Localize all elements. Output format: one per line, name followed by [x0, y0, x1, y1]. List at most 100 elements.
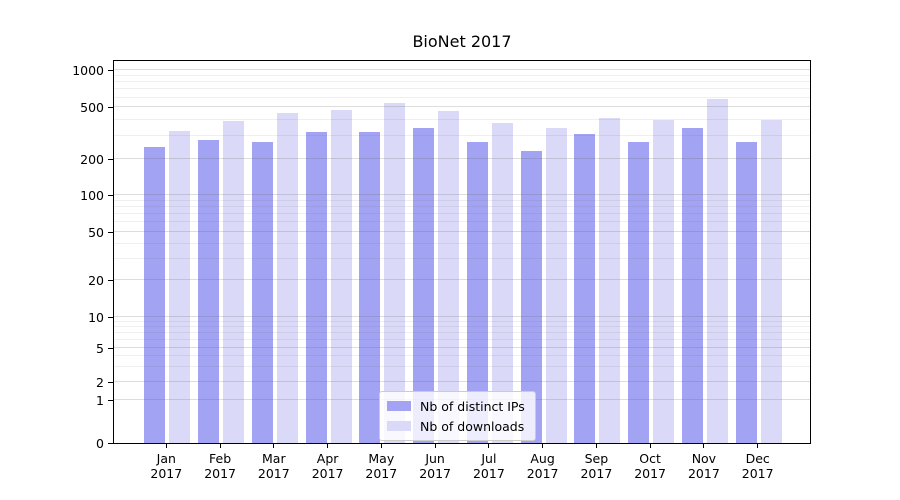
x-tick-month: Jan	[156, 451, 176, 466]
x-tick-month: Feb	[209, 451, 232, 466]
x-tick-label-oct: Oct 2017	[610, 451, 690, 481]
gridline-minor-7	[114, 331, 810, 333]
chart-title: BioNet 2017	[412, 32, 512, 51]
gridline-major-5	[114, 346, 810, 348]
bar-nb-of-distinct-ips-feb	[198, 139, 220, 443]
gridline-major-100	[114, 194, 810, 196]
legend-item-distinct-ips: Nb of distinct IPs	[387, 398, 525, 414]
gridline-major-200	[114, 157, 810, 159]
y-tick-50	[108, 232, 113, 233]
bar-nb-of-distinct-ips-nov	[681, 128, 703, 443]
y-tick-label-10: 10	[88, 310, 104, 325]
y-tick-label-200: 200	[80, 151, 104, 167]
x-tick-month: Oct	[639, 451, 661, 466]
bar-nb-of-downloads-apr	[330, 110, 352, 443]
x-tick-label-mar: Mar 2017	[234, 451, 314, 481]
x-tick-year: 2017	[580, 466, 613, 481]
x-tick-label-dec: Dec 2017	[718, 451, 798, 481]
legend-swatch-distinct-ips	[387, 401, 411, 411]
x-tick-year: 2017	[204, 466, 236, 481]
x-tick-year: 2017	[311, 466, 344, 481]
bar-nb-of-distinct-ips-jul	[466, 141, 488, 443]
x-tick-month: Nov	[691, 451, 717, 466]
bar-nb-of-downloads-dec	[760, 119, 782, 443]
y-tick-label-0: 0	[96, 436, 104, 451]
x-tick-year: 2017	[365, 466, 398, 481]
x-tick-year: 2017	[687, 466, 720, 481]
gridline-minor-3	[114, 365, 810, 367]
gridline-minor-6	[114, 338, 810, 340]
legend-item-downloads: Nb of downloads	[387, 418, 525, 434]
bar-nb-of-downloads-jun	[438, 110, 460, 443]
y-tick-label-50: 50	[88, 225, 104, 240]
y-tick-label-5: 5	[96, 340, 104, 356]
bar-nb-of-distinct-ips-jan	[144, 147, 166, 443]
legend: Nb of distinct IPs Nb of downloads	[379, 391, 536, 441]
x-tick-month: Jun	[425, 451, 445, 466]
x-tick-nov	[703, 444, 705, 448]
gridline-minor-80	[114, 206, 810, 208]
y-tick-500	[108, 107, 113, 109]
y-tick-100	[108, 195, 113, 197]
gridline-major-20	[114, 279, 810, 281]
y-tick-label-20: 20	[88, 273, 104, 289]
bar-nb-of-downloads-jul	[491, 122, 513, 443]
x-tick-oct	[649, 444, 651, 448]
x-tick-month: Jul	[481, 451, 497, 466]
x-tick-year: 2017	[150, 466, 183, 481]
gridline-major-10	[114, 316, 810, 317]
gridline-minor-900	[114, 75, 810, 76]
x-tick-dec	[757, 444, 759, 448]
plot-area	[113, 60, 811, 444]
bar-nb-of-distinct-ips-sep	[574, 134, 596, 443]
x-tick-month: May	[368, 451, 395, 466]
x-tick-jan	[165, 444, 167, 448]
x-tick-label-jul: Jul 2017	[449, 451, 529, 481]
gridline-minor-60	[114, 221, 810, 223]
x-tick-label-jan: Jan 2017	[126, 451, 206, 481]
x-tick-jun	[434, 444, 436, 448]
bar-nb-of-downloads-sep	[599, 118, 621, 443]
bar-nb-of-downloads-mar	[276, 112, 298, 443]
x-tick-year: 2017	[257, 466, 290, 481]
legend-label-distinct-ips: Nb of distinct IPs	[420, 398, 525, 414]
x-tick-month: Mar	[262, 451, 286, 466]
x-tick-label-apr: Apr 2017	[288, 451, 368, 481]
legend-label-downloads: Nb of downloads	[420, 418, 525, 434]
x-tick-label-jun: Jun 2017	[395, 451, 475, 481]
x-tick-year: 2017	[526, 466, 559, 481]
y-tick-5	[108, 347, 113, 349]
gridline-minor-8	[114, 325, 810, 327]
bar-nb-of-distinct-ips-dec	[735, 142, 757, 443]
y-tick-label-1000: 1000	[72, 63, 104, 79]
gridline-major-500	[114, 106, 810, 108]
x-tick-month: Dec	[745, 451, 770, 466]
x-tick-label-aug: Aug 2017	[503, 451, 583, 481]
bar-nb-of-distinct-ips-jun	[413, 128, 435, 443]
y-tick-label-2: 2	[96, 375, 104, 390]
x-tick-label-may: May 2017	[341, 451, 421, 481]
x-tick-month: Sep	[584, 451, 609, 466]
gridline-minor-70	[114, 213, 810, 215]
bar-nb-of-downloads-oct	[653, 120, 675, 443]
legend-swatch-downloads	[387, 421, 411, 431]
y-tick-2	[108, 382, 113, 383]
bar-nb-of-downloads-feb	[223, 121, 245, 443]
bar-nb-of-downloads-jan	[169, 131, 191, 443]
x-tick-year: 2017	[634, 466, 666, 481]
x-tick-year: 2017	[741, 466, 774, 481]
bar-nb-of-downloads-aug	[545, 128, 567, 443]
x-tick-aug	[542, 444, 544, 448]
x-tick-year: 2017	[472, 466, 505, 481]
x-tick-label-feb: Feb 2017	[180, 451, 260, 481]
y-tick-1000	[108, 70, 113, 72]
gridline-minor-40	[114, 242, 810, 244]
gridline-major-2	[114, 381, 810, 382]
x-tick-sep	[595, 444, 597, 448]
bar-nb-of-distinct-ips-may	[359, 132, 381, 443]
bar-nb-of-distinct-ips-mar	[251, 141, 273, 443]
bar-nb-of-downloads-nov	[706, 98, 728, 443]
bar-nb-of-downloads-may	[384, 103, 406, 443]
x-tick-mar	[273, 444, 275, 448]
x-tick-jul	[488, 444, 490, 448]
